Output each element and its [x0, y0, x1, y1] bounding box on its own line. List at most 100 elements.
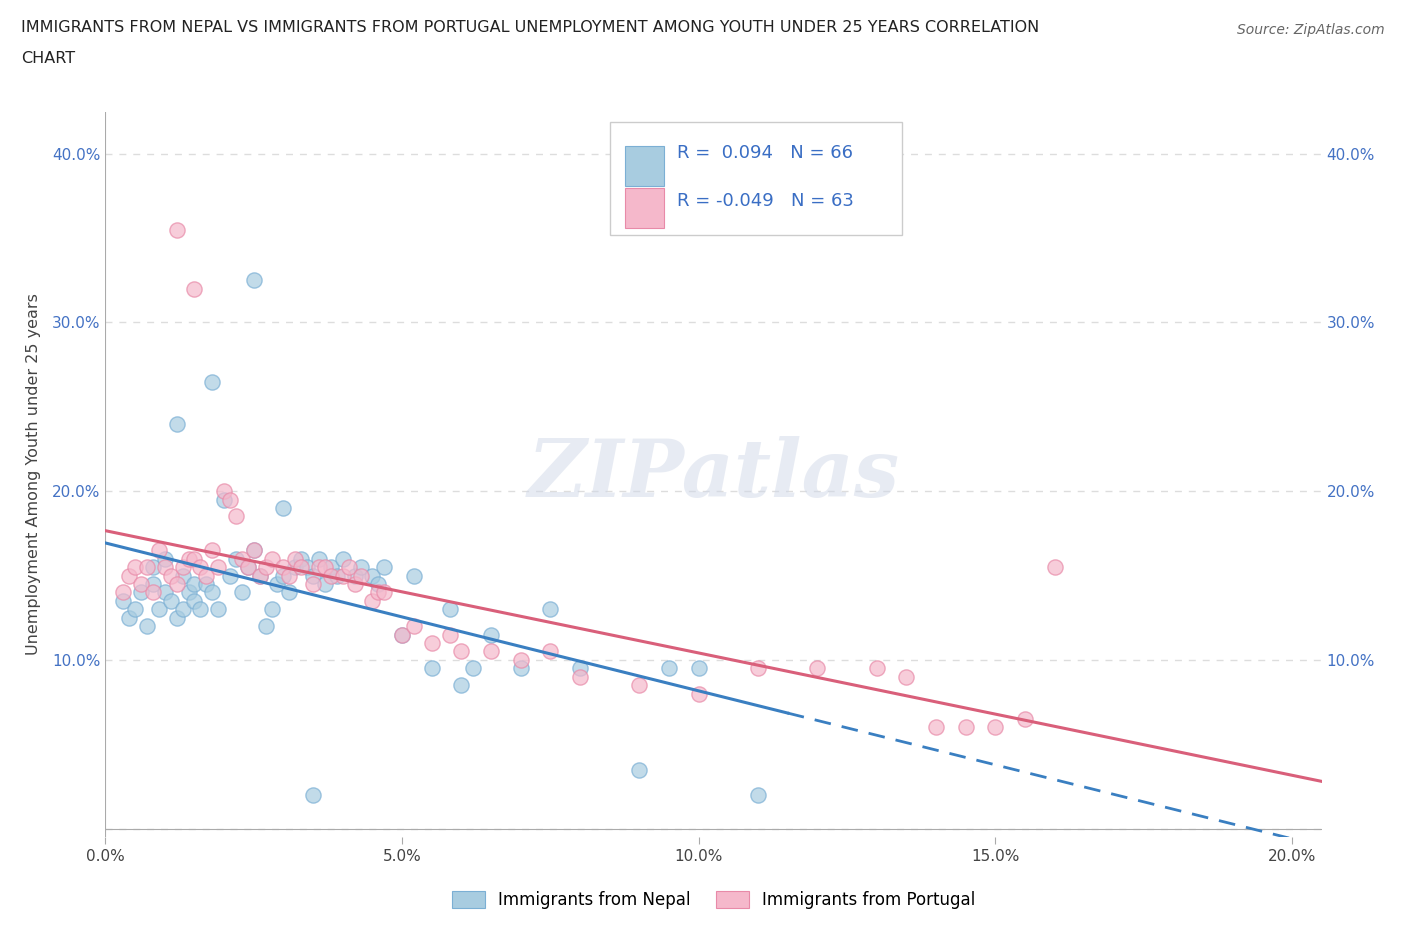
- Text: CHART: CHART: [21, 51, 75, 66]
- Point: [201, 585, 224, 600]
- Point: [1043, 560, 1066, 575]
- Point: [242, 272, 264, 287]
- Point: [207, 560, 229, 575]
- Point: [290, 551, 312, 566]
- Point: [148, 543, 170, 558]
- Point: [254, 618, 277, 633]
- Point: [278, 585, 301, 600]
- Point: [569, 661, 592, 676]
- Text: IMMIGRANTS FROM NEPAL VS IMMIGRANTS FROM PORTUGAL UNEMPLOYMENT AMONG YOUTH UNDER: IMMIGRANTS FROM NEPAL VS IMMIGRANTS FROM…: [21, 20, 1039, 35]
- Point: [463, 661, 485, 676]
- Point: [361, 593, 384, 608]
- Point: [177, 585, 200, 600]
- Point: [166, 417, 188, 432]
- Point: [142, 585, 165, 600]
- FancyBboxPatch shape: [624, 146, 664, 186]
- Point: [254, 560, 277, 575]
- Point: [349, 568, 371, 583]
- Point: [479, 627, 502, 642]
- Point: [1014, 711, 1036, 726]
- Point: [896, 670, 918, 684]
- Point: [925, 720, 948, 735]
- Point: [260, 551, 283, 566]
- Point: [201, 374, 224, 389]
- Point: [806, 661, 828, 676]
- Point: [273, 568, 295, 583]
- Point: [273, 500, 295, 515]
- Point: [142, 560, 165, 575]
- Point: [337, 560, 360, 575]
- Point: [688, 661, 710, 676]
- Point: [129, 585, 152, 600]
- Point: [658, 661, 681, 676]
- Point: [308, 551, 330, 566]
- Point: [747, 788, 769, 803]
- Point: [172, 568, 194, 583]
- Point: [314, 560, 336, 575]
- Point: [319, 568, 342, 583]
- Point: [367, 585, 389, 600]
- Point: [183, 551, 205, 566]
- Point: [124, 602, 146, 617]
- Point: [866, 661, 889, 676]
- Point: [183, 593, 205, 608]
- Point: [373, 585, 395, 600]
- Point: [172, 560, 194, 575]
- Point: [166, 610, 188, 625]
- Text: R =  0.094   N = 66: R = 0.094 N = 66: [678, 144, 853, 162]
- Point: [177, 551, 200, 566]
- Point: [236, 560, 259, 575]
- Point: [439, 627, 461, 642]
- Point: [308, 560, 330, 575]
- Text: Source: ZipAtlas.com: Source: ZipAtlas.com: [1237, 23, 1385, 37]
- Point: [332, 551, 354, 566]
- Point: [112, 593, 135, 608]
- Point: [391, 627, 413, 642]
- Point: [172, 602, 194, 617]
- Point: [242, 543, 264, 558]
- Text: ZIPatlas: ZIPatlas: [527, 435, 900, 513]
- Point: [142, 577, 165, 591]
- Point: [295, 560, 318, 575]
- Point: [118, 568, 141, 583]
- Point: [166, 222, 188, 237]
- Point: [290, 560, 312, 575]
- Point: [509, 661, 531, 676]
- Point: [402, 568, 425, 583]
- Point: [153, 585, 176, 600]
- Point: [314, 577, 336, 591]
- Point: [231, 585, 253, 600]
- Point: [249, 568, 271, 583]
- Point: [569, 670, 592, 684]
- Point: [190, 602, 212, 617]
- Point: [260, 602, 283, 617]
- Text: R = -0.049   N = 63: R = -0.049 N = 63: [678, 192, 853, 210]
- Y-axis label: Unemployment Among Youth under 25 years: Unemployment Among Youth under 25 years: [25, 293, 41, 656]
- Point: [249, 568, 271, 583]
- Point: [420, 635, 443, 650]
- Point: [273, 560, 295, 575]
- Point: [153, 551, 176, 566]
- Point: [190, 560, 212, 575]
- Point: [302, 568, 325, 583]
- Point: [984, 720, 1007, 735]
- Point: [112, 585, 135, 600]
- Point: [236, 560, 259, 575]
- Point: [195, 568, 218, 583]
- Point: [343, 577, 366, 591]
- Point: [159, 568, 181, 583]
- Point: [219, 492, 242, 507]
- Point: [628, 762, 651, 777]
- Point: [118, 610, 141, 625]
- Point: [955, 720, 977, 735]
- Point: [420, 661, 443, 676]
- Point: [242, 543, 264, 558]
- Point: [136, 560, 159, 575]
- Point: [343, 568, 366, 583]
- Point: [302, 788, 325, 803]
- Point: [136, 618, 159, 633]
- Point: [212, 484, 235, 498]
- FancyBboxPatch shape: [624, 188, 664, 228]
- Point: [195, 577, 218, 591]
- Point: [207, 602, 229, 617]
